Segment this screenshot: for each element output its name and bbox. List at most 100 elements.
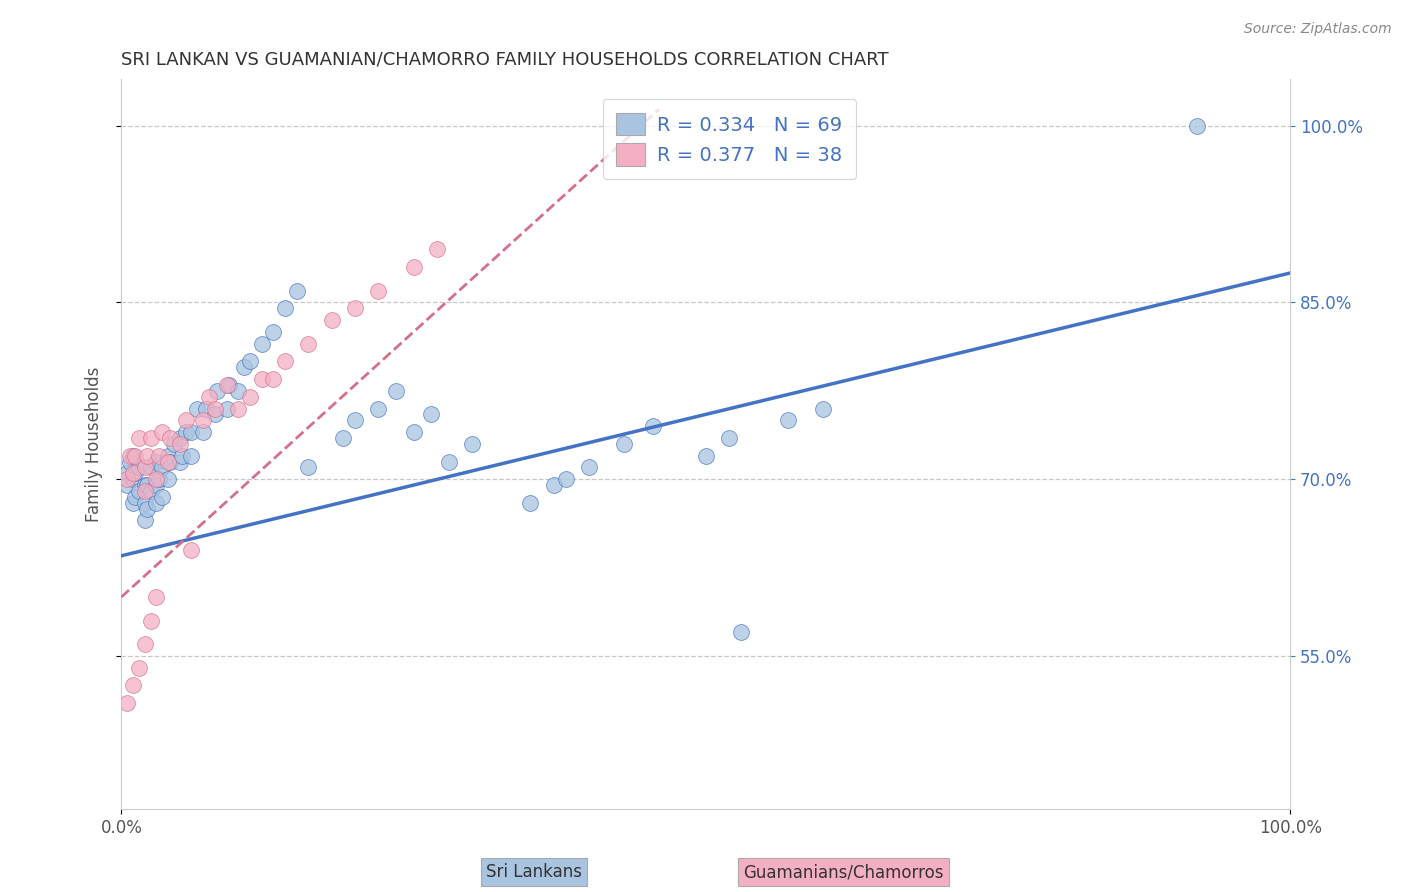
Point — [297, 460, 319, 475]
Point — [122, 678, 145, 692]
Point — [321, 313, 343, 327]
Point — [332, 431, 354, 445]
Y-axis label: Family Households: Family Households — [86, 366, 103, 522]
Point — [115, 696, 138, 710]
Point — [554, 472, 576, 486]
Point — [174, 413, 197, 427]
Point — [402, 260, 425, 274]
Text: SRI LANKAN VS GUAMANIAN/CHAMORRO FAMILY HOUSEHOLDS CORRELATION CHART: SRI LANKAN VS GUAMANIAN/CHAMORRO FAMILY … — [121, 51, 889, 69]
Point — [226, 384, 249, 398]
Point — [204, 408, 226, 422]
Point — [250, 372, 273, 386]
Point — [543, 478, 565, 492]
Point — [613, 437, 636, 451]
Point — [420, 408, 443, 422]
Point — [145, 590, 167, 604]
Point — [139, 614, 162, 628]
Point — [262, 372, 284, 386]
Point — [118, 454, 141, 468]
Point — [145, 478, 167, 492]
Point — [811, 401, 834, 416]
Point — [367, 284, 389, 298]
Point — [193, 413, 215, 427]
Point — [180, 542, 202, 557]
Point — [157, 449, 180, 463]
Point — [122, 472, 145, 486]
Point — [519, 496, 541, 510]
Point — [159, 431, 181, 445]
Legend: R = 0.334   N = 69, R = 0.377   N = 38: R = 0.334 N = 69, R = 0.377 N = 38 — [603, 99, 856, 179]
Point — [180, 425, 202, 439]
Point — [128, 483, 150, 498]
Point — [128, 661, 150, 675]
Point — [124, 467, 146, 481]
Point — [643, 419, 665, 434]
Point — [122, 496, 145, 510]
Point — [157, 472, 180, 486]
Point — [437, 454, 460, 468]
Point — [174, 425, 197, 439]
Point — [134, 478, 156, 492]
Point — [136, 501, 159, 516]
Point — [205, 384, 228, 398]
Point — [145, 496, 167, 510]
Point — [239, 390, 262, 404]
Point — [578, 460, 600, 475]
Point — [262, 325, 284, 339]
Point — [285, 284, 308, 298]
Point — [124, 449, 146, 463]
Point — [128, 460, 150, 475]
Point — [145, 472, 167, 486]
Point — [718, 431, 741, 445]
Point — [461, 437, 484, 451]
Point — [274, 301, 297, 316]
Point — [134, 496, 156, 510]
Point — [274, 354, 297, 368]
Point — [226, 401, 249, 416]
Point — [169, 437, 191, 451]
Point — [169, 431, 191, 445]
Point — [134, 483, 156, 498]
Point — [136, 478, 159, 492]
Point — [172, 449, 194, 463]
Point — [169, 454, 191, 468]
Point — [150, 425, 173, 439]
Point — [344, 413, 367, 427]
Point — [367, 401, 389, 416]
Point — [297, 336, 319, 351]
Point — [1185, 119, 1208, 133]
Point — [194, 401, 217, 416]
Point — [115, 472, 138, 486]
Point — [695, 449, 717, 463]
Point — [239, 354, 262, 368]
Point — [204, 401, 226, 416]
Point — [233, 360, 256, 375]
Point — [139, 483, 162, 498]
Point — [122, 449, 145, 463]
Point — [776, 413, 799, 427]
Point — [139, 460, 162, 475]
Point — [134, 513, 156, 527]
Point — [193, 425, 215, 439]
Point — [426, 243, 449, 257]
Point — [180, 449, 202, 463]
Point — [128, 431, 150, 445]
Text: Source: ZipAtlas.com: Source: ZipAtlas.com — [1244, 22, 1392, 37]
Point — [115, 478, 138, 492]
Point — [150, 460, 173, 475]
Point — [730, 625, 752, 640]
Point — [115, 467, 138, 481]
Point — [157, 454, 180, 468]
Point — [198, 390, 221, 404]
Point — [134, 637, 156, 651]
Point — [145, 454, 167, 468]
Point — [218, 378, 240, 392]
Point — [159, 454, 181, 468]
Point — [148, 449, 170, 463]
Point — [385, 384, 408, 398]
Point — [134, 460, 156, 475]
Point — [402, 425, 425, 439]
Point — [215, 401, 238, 416]
Point — [118, 449, 141, 463]
Point — [148, 472, 170, 486]
